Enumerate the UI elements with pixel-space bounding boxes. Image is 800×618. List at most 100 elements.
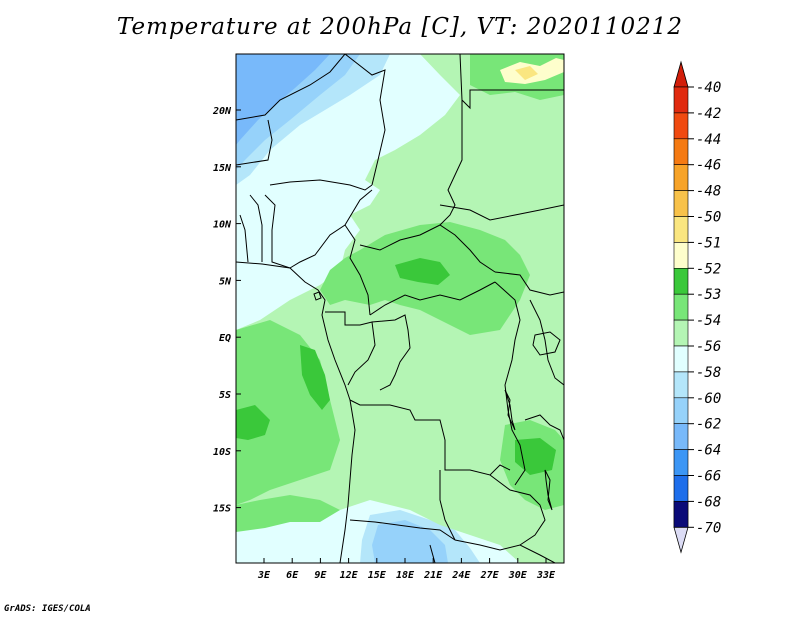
border-tanzania [524, 414, 564, 441]
lake-malawi [544, 469, 553, 511]
border-algeria-niger [236, 54, 346, 121]
legend-label: -64 [696, 443, 721, 459]
lon-tick-label: 3E [257, 570, 271, 581]
legend-label: -66 [696, 469, 721, 485]
border-zimbabwe [454, 539, 556, 563]
field-blue-dark [236, 54, 330, 145]
lat-tick-label: 10S [213, 447, 231, 458]
lon-tick-label: 24E [451, 570, 471, 581]
legend-label: -68 [696, 494, 721, 510]
legend-swatch [673, 293, 689, 321]
field-blue-south-2 [372, 520, 448, 563]
border-drc-angola [349, 399, 511, 476]
border-west-1 [236, 119, 273, 166]
legend-top-arrow [673, 60, 689, 88]
borders [236, 54, 564, 563]
legend-swatch [673, 112, 689, 140]
legend-swatch [673, 397, 689, 424]
border-niger-chad [269, 179, 373, 191]
legend-bottom-arrow [673, 526, 689, 554]
legend-swatch [673, 475, 689, 502]
lat-tick-label: 5N [219, 276, 232, 287]
field-green-dark-west [300, 345, 330, 410]
border-sudan-ss [439, 204, 564, 221]
legend: -40 -42 -44 -46 -48 -50 -51 -52 -53 -54 -56 -58 -60 -… [673, 60, 721, 554]
lake-victoria [532, 331, 561, 356]
legend-swatch [673, 216, 689, 243]
legend-swatch [673, 449, 689, 476]
border-drc-east [494, 281, 526, 486]
legend-label: -51 [696, 235, 721, 251]
legend-label: -54 [696, 313, 721, 329]
border-angola-namibia [349, 519, 456, 541]
legend-label: -42 [696, 106, 721, 122]
lat-tick-label: 20N [212, 106, 232, 117]
border-car-drc [369, 281, 496, 316]
legend-label: -52 [696, 261, 721, 277]
legend-swatch [673, 501, 689, 528]
legend-label: -60 [696, 391, 721, 407]
border-libya-chad [344, 54, 386, 186]
legend-label: -46 [696, 158, 721, 174]
chart-title: Temperature at 200hPa [C], VT: 202011021… [116, 14, 684, 40]
legend-label: -53 [696, 287, 721, 303]
island-bioko [313, 291, 322, 301]
legend-swatch [673, 345, 689, 373]
field-green-mid-se [236, 495, 340, 532]
border-car-chad [359, 224, 496, 273]
border-ss-east [494, 271, 564, 296]
field-green-dark-central [395, 258, 450, 285]
border-chad-sudan [439, 100, 463, 226]
lon-tick-label: 6E [286, 570, 299, 581]
legend-label: -70 [696, 520, 721, 536]
coast-gulf-guinea [236, 261, 351, 401]
lon-tick-label: 30E [508, 570, 528, 581]
border-nigeria [264, 189, 373, 269]
lat-tick-label: 15N [213, 163, 232, 174]
lat-tick-label: 10N [213, 220, 232, 231]
legend-label: -40 [696, 80, 721, 96]
field-green-dark-sw [236, 405, 270, 440]
lon-tick-label: 15E [368, 570, 387, 581]
legend-swatch [673, 423, 689, 450]
legend-label: -56 [696, 339, 721, 355]
border-congo-drc [371, 314, 411, 391]
border-cameroon-car [344, 224, 371, 316]
lon-tick-label: 9E [314, 570, 327, 581]
lon-tick-label: 27E [480, 570, 500, 581]
border-uganda-kenya [529, 299, 564, 386]
longitude-ticks: 3E 6E 9E 12E 15E 18E 21E 24E 27E 30E 33E [257, 558, 556, 581]
grads-credit: GrADS: IGES/COLA [4, 604, 91, 614]
lat-tick-label: 5S [219, 390, 231, 401]
lake-tanganyika [504, 389, 516, 431]
legend-swatch [673, 242, 689, 269]
field-yellow-ne-2 [515, 66, 538, 80]
lon-tick-label: 12E [340, 570, 359, 581]
legend-swatch [673, 138, 689, 166]
border-angola-zambia [439, 470, 456, 541]
field-green-dark-east [515, 438, 556, 475]
border-libya-egypt [459, 54, 564, 110]
legend-label: -58 [696, 365, 721, 381]
map-frame [235, 53, 565, 564]
lat-tick-label: 15S [213, 504, 231, 515]
coast-angola [339, 399, 356, 563]
legend-label: -62 [696, 417, 721, 433]
latitude-ticks: 20N 15N 10N 5N EQ 5S 10S 15S [212, 106, 241, 515]
legend-swatch [673, 190, 689, 217]
legend-label: -48 [696, 184, 721, 200]
lon-tick-label: 21E [423, 570, 443, 581]
border-botswana [429, 544, 436, 563]
legend-label: -44 [696, 132, 721, 148]
legend-swatch [673, 86, 689, 114]
legend-swatch [673, 319, 689, 347]
legend-label: -50 [696, 210, 721, 226]
border-zambia-east [489, 474, 546, 546]
lon-tick-label: 18E [396, 570, 415, 581]
border-benin [249, 194, 263, 262]
temperature-field [236, 54, 564, 563]
lon-tick-label: 33E [536, 570, 556, 581]
border-togo [239, 214, 249, 263]
legend-swatch [673, 371, 689, 399]
